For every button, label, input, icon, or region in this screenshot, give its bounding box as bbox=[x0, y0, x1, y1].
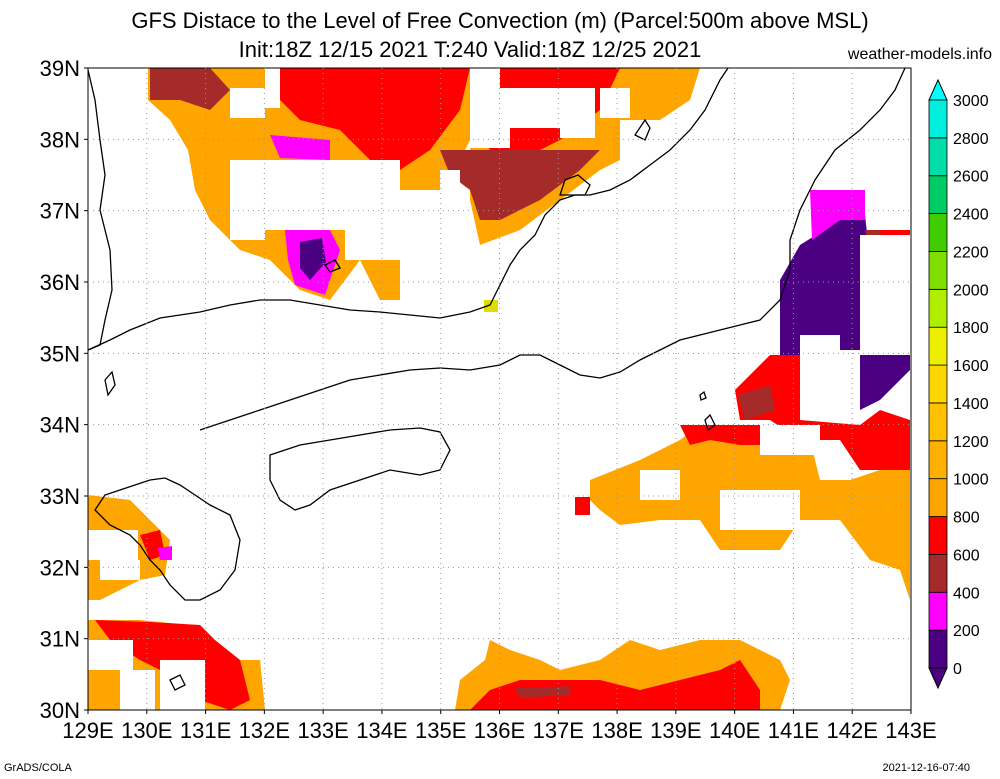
lon-tick-label: 132E bbox=[239, 718, 290, 743]
field-brown-north2 bbox=[440, 150, 600, 220]
coastline-honshu-south bbox=[199, 67, 906, 431]
footer-credit: GrADS/COLA bbox=[4, 762, 72, 774]
field-magenta-north bbox=[270, 135, 330, 160]
colorbar-segment bbox=[928, 288, 948, 328]
lon-tick-label: 137E bbox=[533, 718, 584, 743]
lat-tick-label: 37N bbox=[40, 199, 80, 224]
colorbar-label: 2400 bbox=[953, 207, 989, 224]
lon-tick-label: 133E bbox=[297, 718, 348, 743]
colorbar-label: 400 bbox=[953, 585, 980, 602]
colorbar: 0 200 400 600 800 1000 1200 1400 1600 1800 2000 220… bbox=[928, 78, 989, 690]
field-magenta-west bbox=[158, 546, 172, 560]
field-brown-north bbox=[150, 68, 230, 110]
coastline-oki bbox=[324, 259, 341, 273]
colorbar-segment bbox=[928, 364, 948, 404]
colorbar-segment bbox=[928, 516, 948, 555]
lon-tick-label: 139E bbox=[650, 718, 701, 743]
field-brown-south bbox=[515, 686, 570, 698]
colorbar-arrow-min bbox=[928, 667, 948, 690]
field-purple-east bbox=[780, 215, 910, 410]
colorbar-segment bbox=[928, 629, 948, 669]
field-red-north bbox=[280, 68, 470, 170]
colorbar-segment bbox=[928, 402, 948, 442]
field-red-southeast2 bbox=[575, 497, 590, 515]
coastline-sado bbox=[634, 118, 651, 141]
coastline-yakushima bbox=[169, 674, 186, 691]
colorbar-arrow-max bbox=[928, 78, 948, 101]
lon-tick-label: 130E bbox=[121, 718, 172, 743]
lfc-distance-field bbox=[88, 68, 910, 710]
gridlines bbox=[88, 68, 911, 710]
field-purple-north2 bbox=[300, 238, 326, 280]
lat-tick-label: 36N bbox=[40, 270, 80, 295]
lat-tick-label: 34N bbox=[40, 413, 80, 438]
coastline-shikoku bbox=[269, 427, 451, 511]
colorbar-label: 1600 bbox=[953, 358, 989, 375]
colorbar-label: 200 bbox=[953, 623, 980, 640]
colorbar-segment bbox=[928, 213, 948, 252]
chart-subtitle: Init:18Z 12/15 2021 T:240 Valid:18Z 12/2… bbox=[238, 37, 702, 62]
field-red-southeast bbox=[680, 425, 760, 445]
colorbar-segment bbox=[928, 99, 948, 139]
colorbar-segment bbox=[928, 554, 948, 593]
field-magenta-east bbox=[810, 190, 865, 240]
lon-tick-label: 141E bbox=[768, 718, 819, 743]
axis-ticks: 129E 130E 131E 132E 133E 134E 135E 136E 137E 138E… bbox=[40, 56, 937, 743]
chart-title: GFS Distace to the Level of Free Convect… bbox=[131, 8, 869, 33]
colorbar-segment bbox=[928, 137, 948, 177]
colorbar-label: 1800 bbox=[953, 320, 989, 337]
lon-tick-label: 140E bbox=[709, 718, 760, 743]
coastline-korea bbox=[87, 69, 113, 351]
colorbar-label: 600 bbox=[953, 547, 980, 564]
lat-tick-label: 31N bbox=[40, 627, 80, 652]
coastline-kyushu bbox=[94, 477, 241, 601]
coastline-noto bbox=[559, 174, 591, 196]
field-gaps bbox=[88, 68, 910, 710]
coastline-honshu bbox=[87, 67, 729, 351]
colorbar-segment bbox=[928, 326, 948, 366]
footer-timestamp: 2021-12-16-07:40 bbox=[882, 762, 970, 774]
lon-tick-label: 143E bbox=[885, 718, 936, 743]
lat-tick-label: 33N bbox=[40, 484, 80, 509]
colorbar-label: 2600 bbox=[953, 169, 989, 186]
lat-tick-label: 35N bbox=[40, 341, 80, 366]
colorbar-label: 1200 bbox=[953, 434, 989, 451]
coastlines bbox=[87, 67, 906, 691]
coastline-izu bbox=[704, 413, 716, 432]
lon-tick-label: 136E bbox=[474, 718, 525, 743]
coastline-oshima bbox=[699, 390, 707, 401]
lat-tick-label: 30N bbox=[40, 698, 80, 723]
colorbar-label: 2000 bbox=[953, 282, 989, 299]
colorbar-label: 3000 bbox=[953, 93, 989, 110]
colorbar-segment bbox=[928, 591, 948, 631]
lon-tick-label: 131E bbox=[180, 718, 231, 743]
lat-tick-label: 32N bbox=[40, 555, 80, 580]
colorbar-label: 0 bbox=[953, 661, 962, 678]
colorbar-label: 1000 bbox=[953, 472, 989, 489]
site-credit: weather-models.info bbox=[847, 46, 992, 63]
colorbar-label: 800 bbox=[953, 510, 980, 527]
lat-tick-label: 39N bbox=[40, 56, 80, 81]
colorbar-label: 2200 bbox=[953, 244, 989, 261]
colorbar-segment bbox=[928, 478, 948, 517]
lon-tick-label: 129E bbox=[62, 718, 113, 743]
field-yellow-spot bbox=[484, 300, 498, 312]
colorbar-label: 2800 bbox=[953, 131, 989, 148]
colorbar-label: 1400 bbox=[953, 396, 989, 413]
field-red-south bbox=[470, 660, 760, 710]
colorbar-segment bbox=[928, 175, 948, 215]
field-red-east2 bbox=[735, 355, 910, 470]
lon-tick-label: 142E bbox=[827, 718, 878, 743]
lon-tick-label: 134E bbox=[356, 718, 407, 743]
coastline-tsushima bbox=[104, 370, 116, 397]
colorbar-segment bbox=[928, 251, 948, 290]
lon-tick-label: 135E bbox=[415, 718, 466, 743]
field-brown-east2 bbox=[738, 385, 775, 420]
lat-tick-label: 38N bbox=[40, 127, 80, 152]
colorbar-segment bbox=[928, 440, 948, 480]
lon-tick-label: 138E bbox=[591, 718, 642, 743]
